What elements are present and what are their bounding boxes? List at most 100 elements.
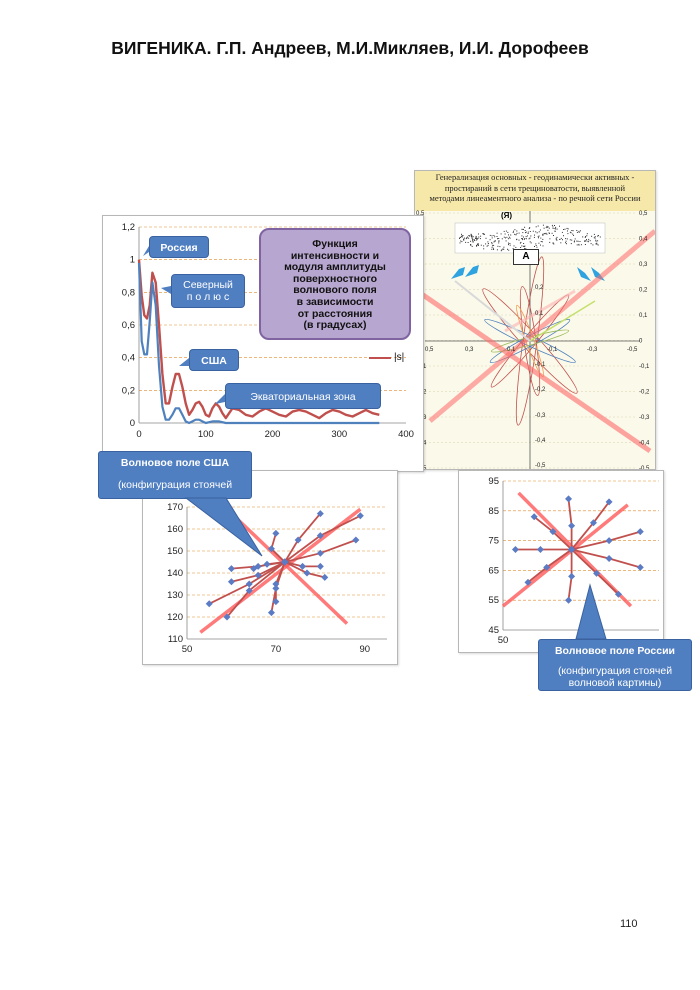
map-dot [464,237,465,239]
map-dot [471,245,473,247]
map-dot [518,239,520,241]
map-dot [535,231,537,233]
map-dot [565,240,567,242]
map-dot [559,225,560,227]
map-dot [584,241,586,242]
map-dot [480,244,482,246]
map-dot [516,230,518,232]
map-dot [505,240,507,242]
map-dot [532,230,534,232]
map-right-tick-label: 0,5 [639,211,648,217]
map-dot [472,241,474,242]
map-dot [460,235,462,237]
map-inner-tick-label: -0,2 [535,387,546,393]
x-tick-label: 300 [331,429,347,440]
map-dot [570,232,572,234]
map-dot [534,234,535,236]
map-dot [492,247,494,249]
map-dot [476,237,477,239]
map-dot [498,242,500,244]
map-dot [523,243,525,244]
map-dot [528,228,530,229]
map-dot [585,236,587,237]
map-dot [459,237,460,239]
map-dot [503,246,505,248]
callout-usa-wave-line: Волновое поле США [120,457,230,469]
map-dot [476,238,478,240]
map-x-tick-label: 0,1 [507,347,516,353]
legend-label: |s| [394,352,405,363]
map-dot [566,243,567,245]
function-title-line: от расстояния [297,307,373,320]
data-point [263,560,271,568]
map-dot [487,244,489,246]
x-tick-label: 90 [359,644,370,655]
map-right-tick-label: 0,1 [639,313,648,319]
map-dot [498,240,500,242]
map-dot [578,230,580,232]
map-dot [507,231,509,233]
map-dot [597,235,599,237]
data-point [636,563,644,571]
map-dot [476,245,477,246]
map-dot [578,231,580,233]
map-dot [552,227,554,229]
data-point [605,554,613,562]
map-dot [533,236,535,238]
map-dot [577,240,579,242]
map-dot [553,235,554,236]
map-dot [540,241,542,242]
map-dot [579,241,581,242]
callout-russia-wave-line [539,657,691,665]
map-dot [549,238,551,240]
map-dot [499,246,501,248]
map-dot [593,237,595,239]
map-dot [524,230,526,231]
map-dot [595,240,597,242]
russia-wave-chart: 45 55 65 75 85 95 50 [488,476,659,646]
callout-north-pole: Северный п о л ю с [171,274,245,308]
map-right-tick-label: 0,2 [639,288,648,294]
map-dot [468,237,470,239]
accent-line [501,503,629,608]
map-dot [474,240,476,241]
data-point [356,512,364,520]
map-dot [484,233,485,235]
map-dot [538,231,540,233]
map-x-tick-label: -0,5 [627,347,638,353]
map-dot [547,226,548,228]
callout-pole-line: Северный [183,279,233,291]
map-dot [519,242,521,244]
y-tick-label: 1 [130,255,135,266]
map-dot [500,233,502,235]
map-dot [585,240,587,242]
map-dot [569,239,571,241]
map-left-tick-label: 0,5 [416,211,425,217]
map-dot [534,246,535,247]
map-dot [521,238,523,239]
map-dot [461,241,463,243]
map-dot [513,245,515,247]
map-dot [508,234,509,236]
map-dot [503,236,505,238]
y-tick-label: 65 [488,565,499,576]
map-dot [475,236,477,238]
map-dot [506,236,508,238]
map-dot [565,242,566,244]
function-title-line: поверхностного [292,272,378,285]
map-right-tick-label: -0,4 [639,441,650,447]
map-dot [529,237,531,239]
map-dot [578,244,580,246]
map-dot [549,241,551,243]
map-dot [596,243,598,245]
map-inner-tick-label: -0,1 [535,362,546,368]
map-dot [487,241,489,243]
map-dot [478,244,479,246]
map-dot [527,231,529,233]
map-dot [542,234,544,236]
data-point [316,532,324,540]
map-dot [510,234,512,236]
map-dot [472,236,474,238]
callout-russia-wave-line: волновой картины) [568,677,662,689]
y-tick-label: 1,2 [122,222,135,233]
